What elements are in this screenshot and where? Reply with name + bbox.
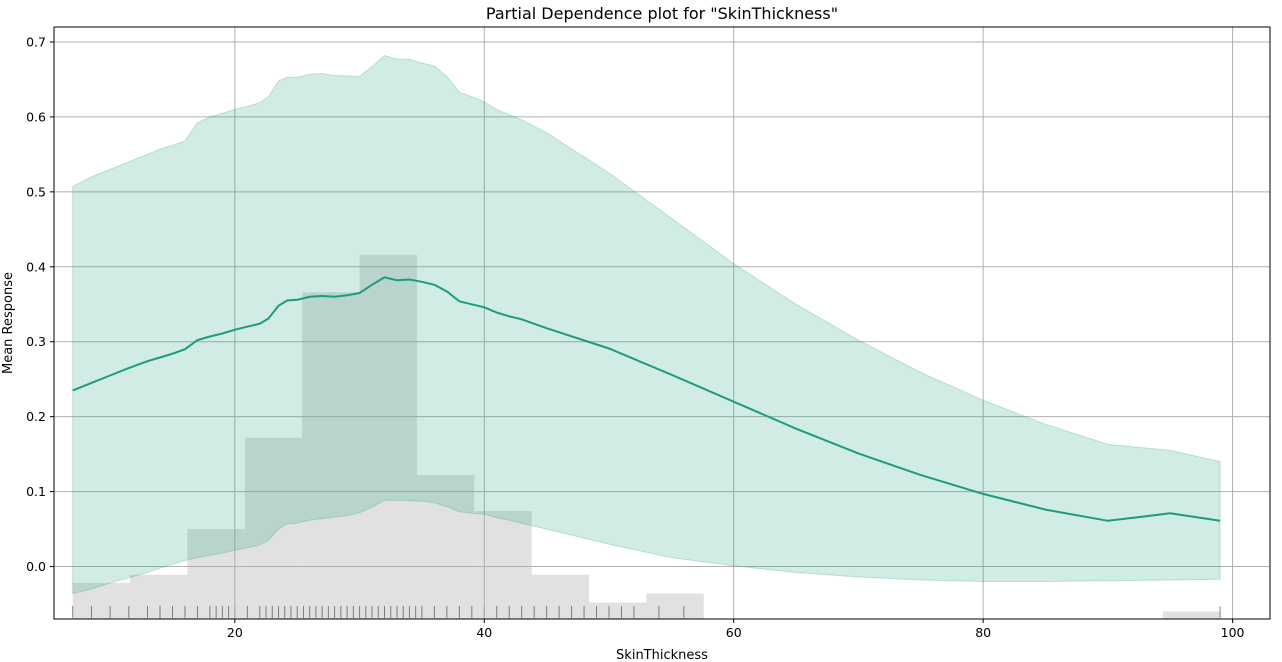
y-ticks: 0.0 0.1 0.2 0.3 0.4 0.5 0.6 0.7 — [26, 34, 54, 574]
histogram-layer — [72, 254, 1221, 619]
histogram-bar-3 — [244, 437, 303, 619]
y-tick-label-6: 0.6 — [26, 109, 46, 124]
chart-title: Partial Dependence plot for "SkinThickne… — [486, 4, 838, 23]
y-tick-label-1: 0.1 — [26, 484, 46, 499]
x-tick-label-3: 80 — [975, 625, 991, 640]
confidence-band-layer — [72, 54, 1221, 595]
y-axis-label: Mean Response — [1, 272, 16, 374]
histogram-bar-0 — [72, 583, 131, 619]
grid-layer — [54, 27, 1270, 619]
plot-frame — [53, 26, 1271, 620]
y-tick-label-0: 0.0 — [26, 559, 46, 574]
histogram-bar-6 — [416, 475, 475, 619]
histogram-bar-1 — [130, 574, 188, 619]
x-ticks: 20 40 60 80 100 — [227, 619, 1245, 640]
histogram-bar-8 — [531, 574, 590, 619]
y-tick-label-7: 0.7 — [26, 34, 46, 49]
histogram-bar-10 — [646, 593, 704, 619]
x-tick-label-0: 20 — [227, 625, 243, 640]
x-axis-label: SkinThickness — [616, 648, 708, 662]
histogram-bar-9 — [589, 602, 647, 619]
histogram-bar-7 — [474, 511, 532, 619]
x-tick-label-1: 40 — [476, 625, 492, 640]
mean-response-line — [72, 276, 1221, 522]
y-tick-label-2: 0.2 — [26, 409, 46, 424]
y-tick-label-5: 0.5 — [26, 184, 46, 199]
confidence-band — [72, 54, 1221, 595]
histogram-bar-5 — [359, 254, 417, 619]
x-tick-label-4: 100 — [1221, 625, 1245, 640]
histogram-bar-4 — [302, 292, 360, 619]
y-tick-label-3: 0.3 — [26, 334, 46, 349]
mean-line-layer — [72, 276, 1221, 522]
rug-layer — [72, 606, 1221, 618]
y-tick-label-4: 0.4 — [26, 259, 46, 274]
histogram-bar-11 — [1162, 611, 1221, 619]
x-tick-label-2: 60 — [726, 625, 742, 640]
